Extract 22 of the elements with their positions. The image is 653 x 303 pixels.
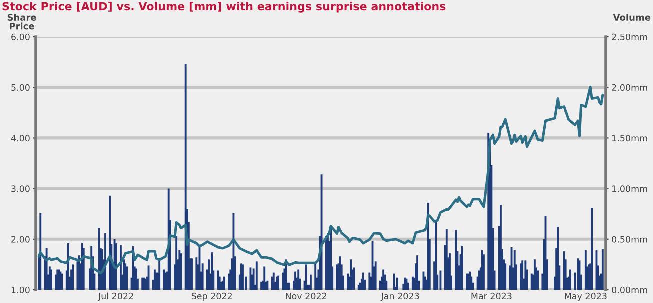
- x-tick-label: Nov 2022: [286, 292, 327, 300]
- y2-tick-label: 1.50mm: [612, 135, 648, 142]
- x-tick-label: Mar 2023: [472, 292, 512, 300]
- x-tick-label: Sep 2022: [192, 292, 232, 302]
- x-tick-label: Jul 2022: [98, 292, 134, 302]
- chart-title: Stock Price [AUD] vs. Volume [mm] with earnings surprise annotations: [2, 2, 446, 13]
- y2-tick-label: 2.50mm: [612, 34, 648, 40]
- y-tick-label: 3.00: [12, 186, 30, 192]
- line-series: [38, 86, 604, 275]
- y2-axis-title: Volume: [613, 14, 651, 21]
- y-tick-label: 4.00: [11, 135, 30, 142]
- y-tick-label: 5.00: [12, 84, 30, 92]
- y-tick-label: 2.00: [12, 236, 30, 243]
- y2-tick-label: 1.00mm: [612, 186, 648, 192]
- y2-tick-label: 2.00mm: [612, 84, 648, 92]
- y-tick-label: 1.00: [12, 286, 30, 294]
- x-tick-label: Jan 2023: [380, 292, 420, 302]
- y2-tick-label: 0.50mm: [612, 236, 648, 243]
- y-tick-label: 6.00: [12, 34, 30, 40]
- y-axis-title: Share Price: [8, 14, 36, 30]
- x-tick-label: May 2023: [565, 292, 607, 302]
- y2-tick-label: 0.00mm: [612, 286, 648, 294]
